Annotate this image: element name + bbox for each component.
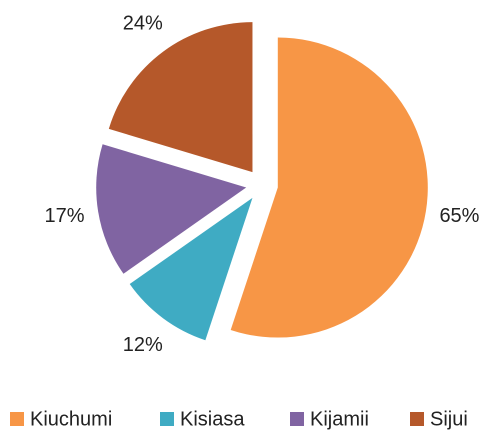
legend-marker [160,412,174,426]
data-label: 17% [45,205,85,227]
legend-label: Kiuchumi [30,408,112,430]
pie-slice [230,37,428,338]
legend-marker [410,412,424,426]
pie-slice [108,22,253,173]
data-label: 12% [123,334,163,356]
data-label: 65% [439,205,479,227]
legend-label: Kisiasa [180,408,245,430]
legend-marker [290,412,304,426]
legend-marker [10,412,24,426]
pie-slice [129,197,253,341]
pie-slice [96,144,247,274]
data-label: 24% [123,13,163,35]
legend-label: Sijui [430,408,468,430]
legend-label: Kijamii [310,408,369,430]
